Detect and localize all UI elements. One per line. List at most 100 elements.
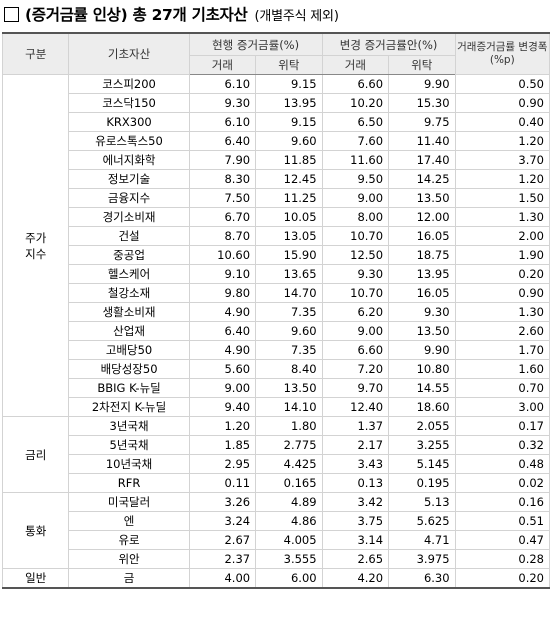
asset-name: 3년국채 <box>68 416 190 436</box>
table-row: 중공업 10.60 15.90 12.50 18.75 1.90 <box>3 245 551 265</box>
cell-cur-trade: 7.50 <box>188 188 257 208</box>
asset-name: RFR <box>68 473 190 493</box>
cell-new-trade: 12.50 <box>321 245 390 265</box>
cell-new-consign: 11.40 <box>388 131 456 151</box>
cell-cur-consign: 14.10 <box>255 397 323 417</box>
cell-new-trade: 1.37 <box>321 416 390 436</box>
cell-cur-consign: 9.15 <box>255 74 323 94</box>
cell-cur-trade: 9.30 <box>188 93 257 113</box>
table-row: 유로스톡스50 6.40 9.60 7.60 11.40 1.20 <box>3 131 551 151</box>
cell-new-consign: 5.625 <box>388 511 456 531</box>
cell-cur-trade: 6.40 <box>188 131 257 151</box>
cell-cur-consign: 12.45 <box>255 169 323 189</box>
asset-name: 헬스케어 <box>68 264 190 284</box>
cell-new-consign: 5.145 <box>388 454 456 474</box>
cell-change: 1.20 <box>454 131 551 151</box>
cell-new-trade: 4.20 <box>321 568 390 589</box>
asset-name: 경기소비재 <box>68 207 190 227</box>
cell-new-consign: 3.975 <box>388 549 456 569</box>
margin-rate-table: 구분 기초자산 현행 증거금률(%) 변경 증거금률안(%) 거래증거금률 변경… <box>1 32 551 589</box>
cell-cur-trade: 1.85 <box>188 435 257 455</box>
table-row: 산업재 6.40 9.60 9.00 13.50 2.60 <box>3 321 551 341</box>
asset-name: 유로 <box>68 530 190 550</box>
cell-cur-trade: 4.90 <box>188 340 257 360</box>
cell-new-trade: 3.75 <box>321 511 390 531</box>
cell-new-trade: 10.70 <box>321 283 390 303</box>
table-row: 위안 2.37 3.555 2.65 3.975 0.28 <box>3 549 551 569</box>
title-main: (증거금률 인상) 총 27개 기초자산 <box>25 6 248 24</box>
cell-cur-consign: 6.00 <box>255 568 323 589</box>
cell-cur-consign: 10.05 <box>255 207 323 227</box>
asset-name: 에너지화학 <box>68 150 190 170</box>
cell-new-consign: 12.00 <box>388 207 456 227</box>
cell-cur-trade: 8.70 <box>188 226 257 246</box>
cell-cur-trade: 9.80 <box>188 283 257 303</box>
cell-cur-trade: 4.90 <box>188 302 257 322</box>
cell-new-trade: 0.13 <box>321 473 390 493</box>
asset-name: 철강소재 <box>68 283 190 303</box>
cell-cur-consign: 4.86 <box>255 511 323 531</box>
cell-new-trade: 3.14 <box>321 530 390 550</box>
asset-name: 10년국채 <box>68 454 190 474</box>
cell-change: 0.17 <box>454 416 551 436</box>
header-current-trade: 거래 <box>188 55 257 75</box>
table-row: 금융지수 7.50 11.25 9.00 13.50 1.50 <box>3 188 551 208</box>
cell-new-consign: 13.95 <box>388 264 456 284</box>
cell-change: 1.70 <box>454 340 551 360</box>
cell-cur-consign: 14.70 <box>255 283 323 303</box>
asset-name: 금 <box>68 568 190 589</box>
group-label: 주가 지수 <box>1 74 70 417</box>
table-row: 금리 3년국채 1.20 1.80 1.37 2.055 0.17 <box>1 416 551 493</box>
cell-new-trade: 9.00 <box>321 321 390 341</box>
cell-cur-trade: 6.40 <box>188 321 257 341</box>
cell-new-consign: 9.75 <box>388 112 456 132</box>
cell-cur-consign: 4.425 <box>255 454 323 474</box>
cell-new-trade: 12.40 <box>321 397 390 417</box>
asset-name: 중공업 <box>68 245 190 265</box>
cell-cur-consign: 13.50 <box>255 378 323 398</box>
cell-change: 0.28 <box>454 549 551 569</box>
cell-new-trade: 3.42 <box>321 492 390 512</box>
cell-cur-consign: 0.165 <box>255 473 323 493</box>
cell-new-trade: 9.70 <box>321 378 390 398</box>
cell-cur-trade: 6.10 <box>188 112 257 132</box>
cell-new-trade: 6.60 <box>321 74 390 94</box>
cell-cur-consign: 11.25 <box>255 188 323 208</box>
cell-cur-consign: 9.60 <box>255 131 323 151</box>
asset-name: 고배당50 <box>68 340 190 360</box>
cell-cur-trade: 8.30 <box>188 169 257 189</box>
cell-change: 1.60 <box>454 359 551 379</box>
cell-change: 0.20 <box>454 568 551 589</box>
cell-change: 1.90 <box>454 245 551 265</box>
asset-name: 5년국채 <box>68 435 190 455</box>
cell-new-consign: 18.60 <box>388 397 456 417</box>
asset-name: 금융지수 <box>68 188 190 208</box>
table-row: 에너지화학 7.90 11.85 11.60 17.40 3.70 <box>3 150 551 170</box>
cell-change: 3.70 <box>454 150 551 170</box>
cell-new-consign: 6.30 <box>388 568 456 589</box>
cell-change: 0.16 <box>454 492 551 512</box>
cell-new-consign: 3.255 <box>388 435 456 455</box>
asset-name: 생활소비재 <box>68 302 190 322</box>
cell-new-consign: 15.30 <box>388 93 456 113</box>
cell-new-consign: 0.195 <box>388 473 456 493</box>
header-current-consign: 위탁 <box>255 55 323 75</box>
cell-change: 1.50 <box>454 188 551 208</box>
group-label: 일반 <box>1 568 70 589</box>
cell-change: 0.90 <box>454 283 551 303</box>
asset-name: BBIG K-뉴딜 <box>68 378 190 398</box>
cell-new-consign: 5.13 <box>388 492 456 512</box>
cell-cur-trade: 6.10 <box>188 74 257 94</box>
asset-name: KRX300 <box>68 112 190 132</box>
cell-cur-consign: 9.15 <box>255 112 323 132</box>
cell-change: 0.02 <box>454 473 551 493</box>
table-row: 2차전지 K-뉴딜 9.40 14.10 12.40 18.60 3.00 <box>3 397 551 417</box>
cell-new-consign: 17.40 <box>388 150 456 170</box>
cell-change: 0.47 <box>454 530 551 550</box>
cell-new-consign: 18.75 <box>388 245 456 265</box>
cell-new-consign: 4.71 <box>388 530 456 550</box>
cell-cur-consign: 1.80 <box>255 416 323 436</box>
cell-new-consign: 9.30 <box>388 302 456 322</box>
table-row: 경기소비재 6.70 10.05 8.00 12.00 1.30 <box>3 207 551 227</box>
cell-change: 0.70 <box>454 378 551 398</box>
